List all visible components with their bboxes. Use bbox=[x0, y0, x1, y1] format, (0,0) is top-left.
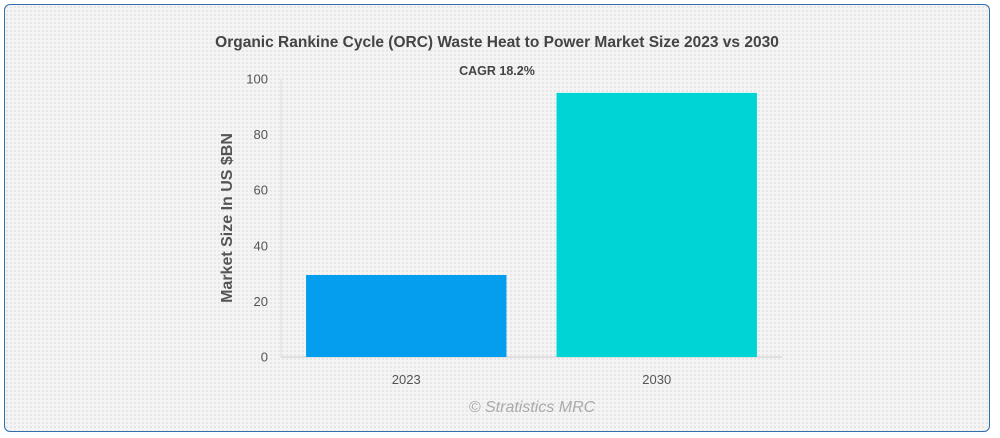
y-tick-label: 0 bbox=[261, 350, 268, 365]
bar-2030 bbox=[556, 92, 757, 358]
credit-text: © Stratistics MRC bbox=[469, 399, 596, 416]
y-axis-label: Market Size In US $BN bbox=[219, 133, 236, 303]
y-tick-label: 100 bbox=[246, 72, 268, 87]
chart-frame bbox=[4, 4, 990, 432]
chart-title: Organic Rankine Cycle (ORC) Waste Heat t… bbox=[215, 34, 779, 51]
y-tick-label: 20 bbox=[254, 294, 268, 309]
bars bbox=[306, 92, 757, 358]
y-tick-label: 80 bbox=[254, 127, 268, 142]
bar-2023 bbox=[306, 274, 507, 357]
y-tick-label: 40 bbox=[254, 238, 268, 253]
y-tick-label: 60 bbox=[254, 183, 268, 198]
x-tick-labels: 2023 2030 bbox=[392, 372, 671, 387]
chart-subtitle: CAGR 18.2% bbox=[459, 64, 535, 78]
y-tick-labels: 0 20 40 60 80 100 bbox=[246, 72, 268, 365]
x-tick-label: 2023 bbox=[392, 372, 421, 387]
x-tick-label: 2030 bbox=[642, 372, 671, 387]
